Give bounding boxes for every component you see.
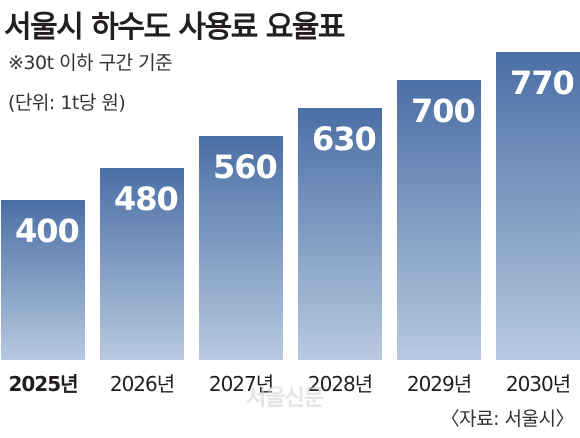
bar-2026년: [100, 168, 184, 360]
value-label: 770: [510, 64, 574, 102]
chart-subtitle: ※30t 이하 구간 기준: [8, 52, 173, 74]
value-label: 480: [114, 180, 178, 218]
category-label: 2028년: [308, 372, 372, 396]
category-label: 2030년: [506, 372, 570, 396]
source-note: 〈자료: 서울시〉: [440, 408, 575, 430]
value-label: 700: [411, 92, 475, 130]
category-label: 2029년: [407, 372, 471, 396]
category-label: 2026년: [110, 372, 174, 396]
bar-2029년: [397, 80, 481, 360]
watermark: 서울신문: [246, 386, 324, 411]
category-label: 2025년: [8, 372, 77, 396]
category-label: 2027년: [209, 372, 273, 396]
bar-2028년: [298, 108, 382, 360]
value-label: 560: [213, 148, 277, 186]
bar-2030년: [496, 52, 580, 360]
bar-2027년: [199, 136, 283, 360]
value-label: 630: [312, 120, 376, 158]
bar-2025년: [1, 200, 85, 360]
unit-note: (단위: 1t당 원): [8, 92, 126, 114]
chart-title: 서울시 하수도 사용료 요율표: [4, 10, 346, 45]
value-label: 400: [15, 212, 79, 250]
